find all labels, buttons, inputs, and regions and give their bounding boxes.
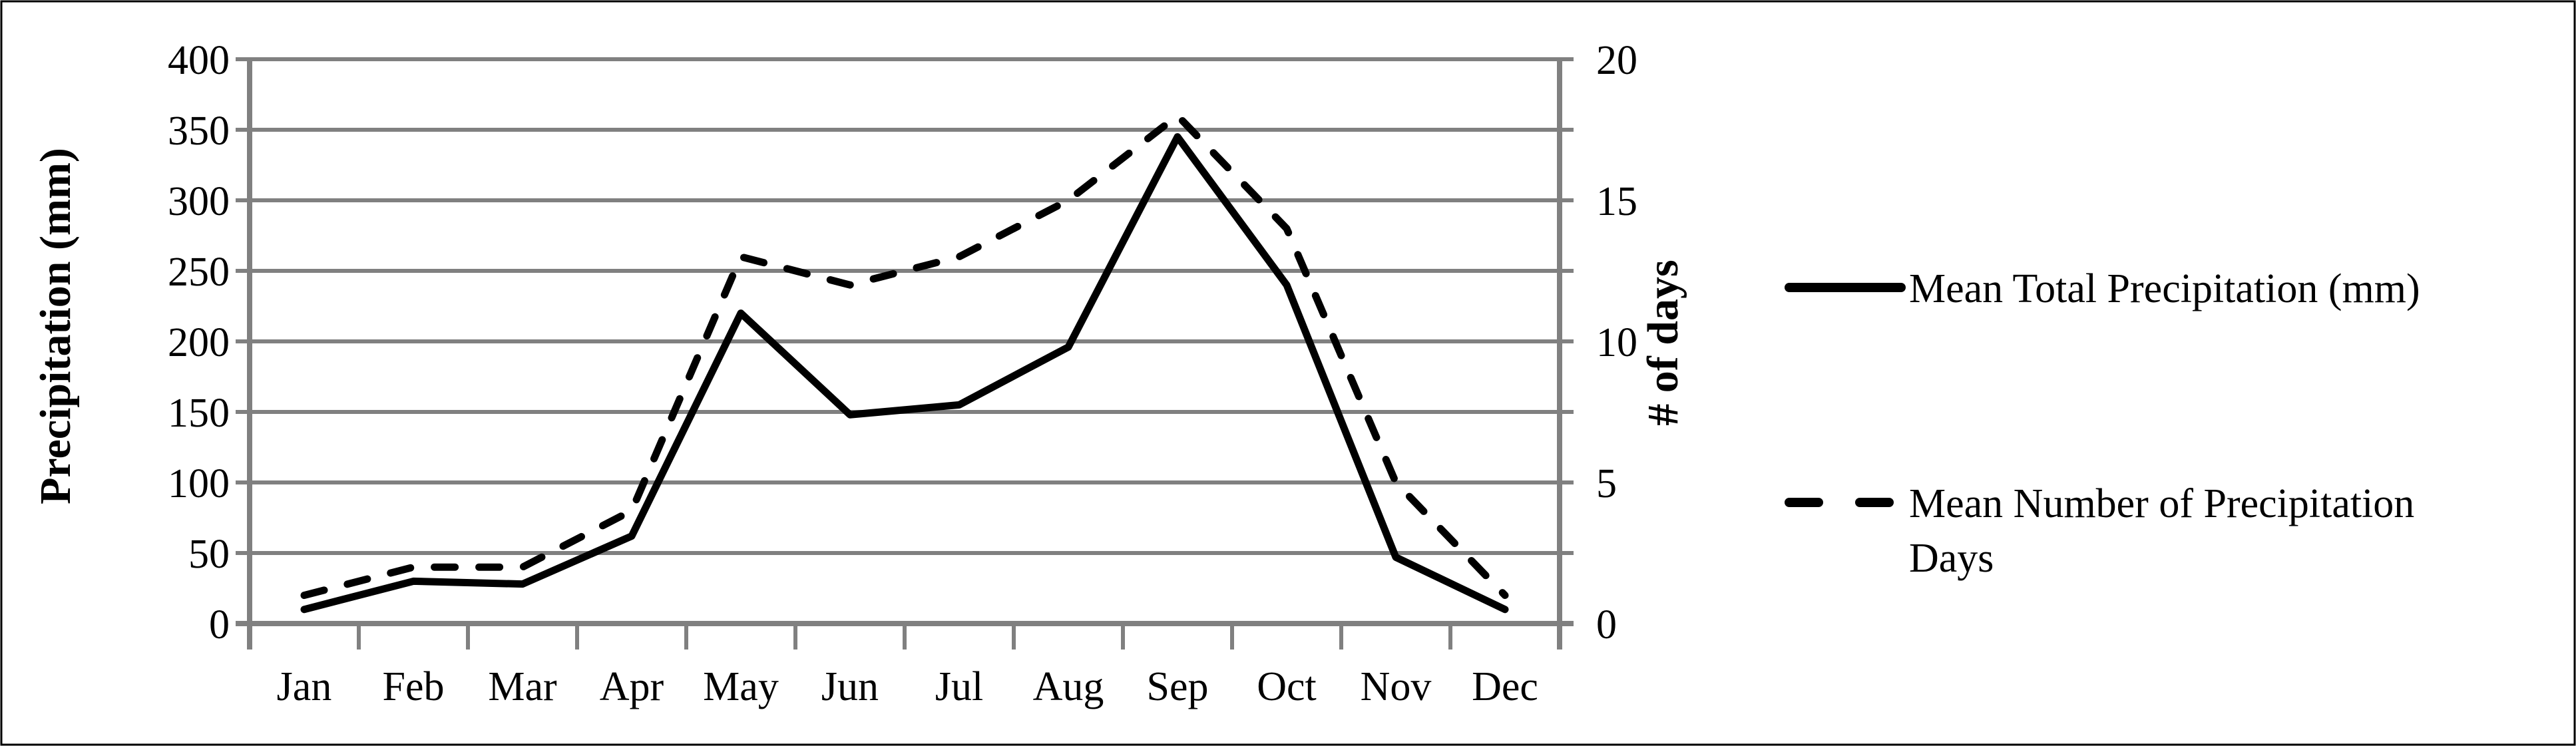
- legend: Mean Total Precipitation (mm) Mean Number…: [1785, 266, 2420, 581]
- plot-area: 0 50 100 150 200 250 300 350 400 0 5 10 15 20 Jan Feb Ma…: [168, 38, 1637, 709]
- right-axis-title: # of days: [1639, 260, 1687, 425]
- left-axis-tick-label: 350: [168, 108, 230, 154]
- right-axis-tick-label: 20: [1596, 38, 1637, 83]
- left-axis-tick-label: 100: [168, 461, 230, 506]
- x-axis-category-label: Mar: [488, 664, 557, 709]
- x-axis-category-label: Apr: [600, 664, 664, 709]
- precipitation-line: [300, 133, 1509, 614]
- x-axis-category-label: Dec: [1472, 664, 1538, 709]
- x-axis-category-label: Aug: [1033, 664, 1104, 709]
- x-axis-category-label: Jun: [821, 664, 879, 709]
- x-axis-category-label: Feb: [383, 664, 445, 709]
- left-axis-tick-label: 50: [188, 532, 230, 577]
- left-axis-title: Precipitation (mm): [31, 148, 80, 504]
- x-axis-category-label: Jul: [935, 664, 983, 709]
- legend-item-label: Mean Number of Precipitation: [1909, 481, 2414, 526]
- right-axis-tick-label: 10: [1596, 320, 1637, 365]
- x-axis-category-label: Oct: [1257, 664, 1317, 709]
- legend-item-label: Mean Total Precipitation (mm): [1909, 266, 2420, 311]
- x-axis-category-label: Jan: [277, 664, 332, 709]
- left-axis-tick-label: 200: [168, 320, 230, 365]
- left-axis-tick-label: 150: [168, 391, 230, 436]
- x-axis-category-label: Nov: [1361, 664, 1432, 709]
- left-axis-tick-label: 0: [209, 602, 230, 648]
- left-axis-tick-label: 300: [168, 179, 230, 224]
- right-axis-tick-label: 5: [1596, 461, 1617, 506]
- x-axis-category-label: May: [703, 664, 779, 709]
- precipitation-days-line: [300, 112, 1509, 600]
- right-axis-tick-label: 15: [1596, 179, 1637, 224]
- left-axis-tick-label: 400: [168, 38, 230, 83]
- left-axis-tick-label: 250: [168, 250, 230, 295]
- x-axis-category-label: Sep: [1147, 664, 1209, 709]
- legend-item-label: Days: [1909, 536, 1994, 581]
- right-axis-tick-label: 0: [1596, 602, 1617, 648]
